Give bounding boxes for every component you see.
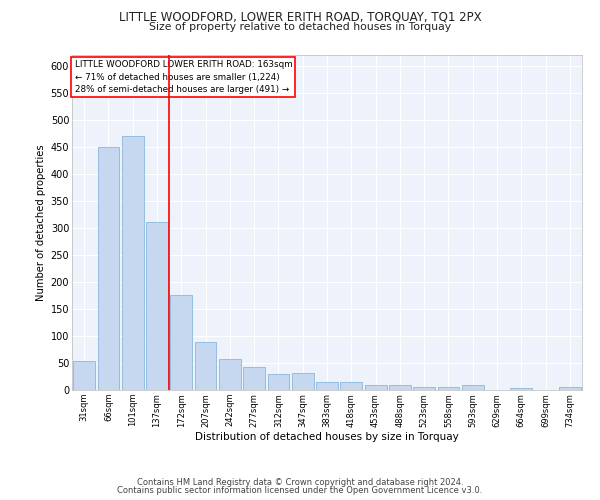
Bar — [73, 361, 95, 390]
X-axis label: Distribution of detached houses by size in Torquay: Distribution of detached houses by size … — [195, 432, 459, 442]
Bar — [316, 382, 338, 390]
Text: Contains public sector information licensed under the Open Government Licence v3: Contains public sector information licen… — [118, 486, 482, 495]
Bar — [462, 385, 484, 390]
Bar — [340, 382, 362, 390]
Bar — [146, 222, 168, 390]
Bar — [389, 384, 411, 390]
Bar — [559, 388, 581, 390]
Bar — [243, 367, 265, 390]
Bar — [437, 387, 460, 390]
Y-axis label: Number of detached properties: Number of detached properties — [37, 144, 46, 301]
Bar — [511, 388, 532, 390]
Bar — [97, 147, 119, 390]
Bar — [194, 342, 217, 390]
Bar — [219, 358, 241, 390]
Text: Size of property relative to detached houses in Torquay: Size of property relative to detached ho… — [149, 22, 451, 32]
Text: LITTLE WOODFORD, LOWER ERITH ROAD, TORQUAY, TQ1 2PX: LITTLE WOODFORD, LOWER ERITH ROAD, TORQU… — [119, 11, 481, 24]
Bar — [268, 374, 289, 390]
Text: Contains HM Land Registry data © Crown copyright and database right 2024.: Contains HM Land Registry data © Crown c… — [137, 478, 463, 487]
Bar — [122, 136, 143, 390]
Bar — [413, 387, 435, 390]
Text: LITTLE WOODFORD LOWER ERITH ROAD: 163sqm
← 71% of detached houses are smaller (1: LITTLE WOODFORD LOWER ERITH ROAD: 163sqm… — [74, 60, 292, 94]
Bar — [292, 373, 314, 390]
Bar — [170, 295, 192, 390]
Bar — [365, 384, 386, 390]
